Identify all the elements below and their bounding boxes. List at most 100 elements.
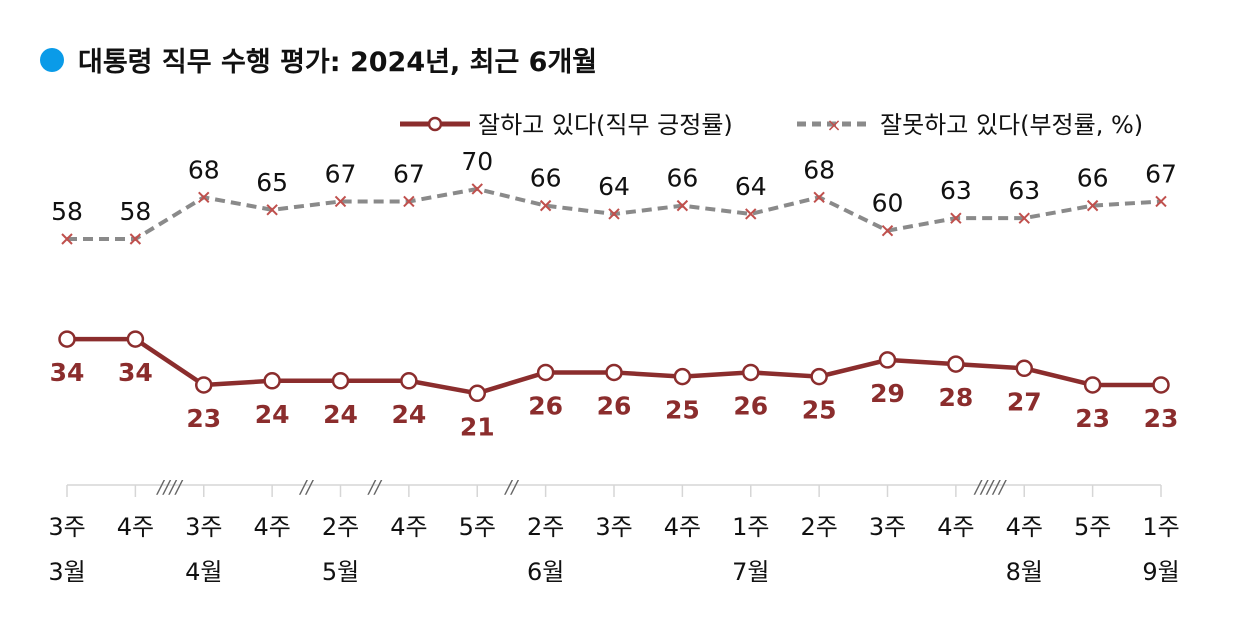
positive-data-label: 24 — [255, 400, 290, 429]
negative-point — [198, 191, 210, 204]
negative-point — [608, 208, 620, 220]
positive-data-label: 28 — [938, 383, 973, 412]
x-tick-label: 4주 — [1006, 513, 1043, 541]
month-label: 5월 — [322, 558, 359, 586]
x-tick-label: 5주 — [459, 513, 496, 541]
positive-point — [673, 367, 692, 386]
x-tick-label: 4주 — [390, 513, 427, 541]
month-label: 3월 — [48, 558, 85, 586]
month-label: 8월 — [1006, 558, 1043, 586]
positive-data-label: 34 — [118, 358, 153, 387]
chart-title: 대통령 직무 수행 평가: 2024년, 최근 6개월 — [40, 40, 597, 79]
x-tick-label: 3주 — [48, 513, 85, 541]
positive-point — [1083, 376, 1102, 394]
x-tick-label: 1주 — [732, 513, 769, 541]
negative-data-label: 63 — [940, 176, 972, 205]
negative-point — [881, 224, 894, 237]
positive-data-label: 25 — [665, 396, 700, 425]
negative-point — [266, 204, 278, 216]
x-tick-label: 2주 — [800, 513, 837, 541]
positive-point — [468, 384, 486, 403]
negative-data-label: 63 — [1008, 176, 1040, 205]
chart-title-text: 대통령 직무 수행 평가: 2024년, 최근 6개월 — [78, 47, 598, 78]
negative-point — [129, 233, 142, 245]
negative-data-label: 65 — [256, 168, 288, 197]
x-tick-label: 1주 — [1142, 513, 1179, 541]
legend-positive-label: 잘하고 있다(직무 긍정률) — [478, 111, 733, 139]
positive-data-label: 24 — [323, 400, 358, 429]
title-bullet-icon — [40, 47, 64, 72]
positive-point — [1152, 376, 1170, 394]
negative-data-label: 66 — [666, 164, 698, 193]
positive-point — [742, 363, 760, 382]
positive-point — [878, 351, 897, 369]
negative-data-label: 58 — [51, 197, 83, 226]
plot-area: 58 58 68 65 67 67 70 66 64 66 64 68 60 63 63 66 67 34 34 23… — [50, 147, 1179, 441]
negative-point — [1018, 212, 1030, 224]
positive-point — [810, 367, 828, 386]
month-label: 4월 — [185, 558, 222, 586]
positive-data-label: 23 — [1144, 404, 1179, 433]
negative-point — [403, 195, 415, 208]
positive-point — [126, 330, 145, 348]
negative-data-label: 64 — [735, 172, 767, 201]
x-tick-label: 4주 — [253, 513, 290, 541]
negative-data-label: 64 — [598, 172, 630, 201]
positive-point — [400, 372, 418, 390]
negative-point — [539, 199, 552, 212]
negative-data-label: 60 — [872, 189, 904, 218]
negative-data-label: 70 — [461, 147, 493, 176]
x-axis: 3주 3월 4주 3주 4월 4주 2주 5월 4주 5주 2주 6월 3주 4주 1주 7월 2주 3주 4주 4주… — [48, 477, 1179, 586]
axis-break-mark: // — [298, 477, 314, 498]
axis-break-mark: // — [503, 477, 519, 498]
positive-data-label: 25 — [802, 396, 837, 425]
negative-point — [471, 183, 483, 195]
positive-point — [331, 372, 350, 390]
negative-data-label: 67 — [325, 159, 357, 188]
x-tick-label: 3주 — [185, 513, 222, 541]
positive-data-label: 23 — [186, 404, 221, 433]
x-tick-label: 2주 — [527, 513, 564, 541]
negative-point — [813, 191, 825, 204]
negative-data-label: 66 — [530, 164, 562, 193]
positive-point — [605, 363, 623, 382]
positive-data-label: 26 — [597, 391, 632, 420]
month-label: 7월 — [732, 558, 769, 586]
x-tick-label: 5주 — [1074, 513, 1111, 541]
negative-point — [334, 195, 347, 208]
positive-data-label: 34 — [50, 358, 85, 387]
negative-data-label: 58 — [119, 197, 151, 226]
positive-data-label: 24 — [391, 400, 426, 429]
negative-point — [1086, 199, 1099, 212]
negative-point — [950, 212, 962, 224]
legend-negative-marker: × — [826, 115, 841, 136]
legend-positive-marker — [427, 116, 443, 132]
month-label: 9월 — [1142, 558, 1179, 586]
negative-point — [676, 199, 689, 212]
positive-point — [195, 376, 213, 394]
negative-data-label: 67 — [1145, 159, 1177, 188]
x-tick-label: 3주 — [869, 513, 906, 541]
legend: 잘하고 있다(직무 긍정률) × 잘못하고 있다(부정률, %) — [400, 111, 1143, 139]
x-tick-label: 4주 — [937, 513, 974, 541]
negative-data-label: 68 — [803, 155, 835, 184]
positive-data-label: 29 — [870, 379, 905, 408]
x-tick-label: 3주 — [595, 513, 632, 541]
axis-break-mark: // — [367, 477, 383, 498]
positive-data-label: 23 — [1075, 404, 1110, 433]
month-label: 6월 — [527, 558, 564, 586]
legend-negative-label: 잘못하고 있다(부정률, %) — [880, 111, 1143, 139]
x-tick-label: 4주 — [664, 513, 701, 541]
axis-break-mark: //// — [155, 477, 183, 498]
positive-data-label: 26 — [528, 391, 563, 420]
x-tick-label: 4주 — [117, 513, 154, 541]
negative-point — [745, 208, 757, 220]
positive-point — [947, 355, 965, 373]
positive-data-label: 26 — [733, 391, 768, 420]
positive-point — [1015, 359, 1033, 378]
positive-point — [263, 372, 281, 390]
negative-point — [1155, 195, 1167, 208]
x-tick-label: 2주 — [322, 513, 359, 541]
negative-data-label: 66 — [1077, 164, 1109, 193]
